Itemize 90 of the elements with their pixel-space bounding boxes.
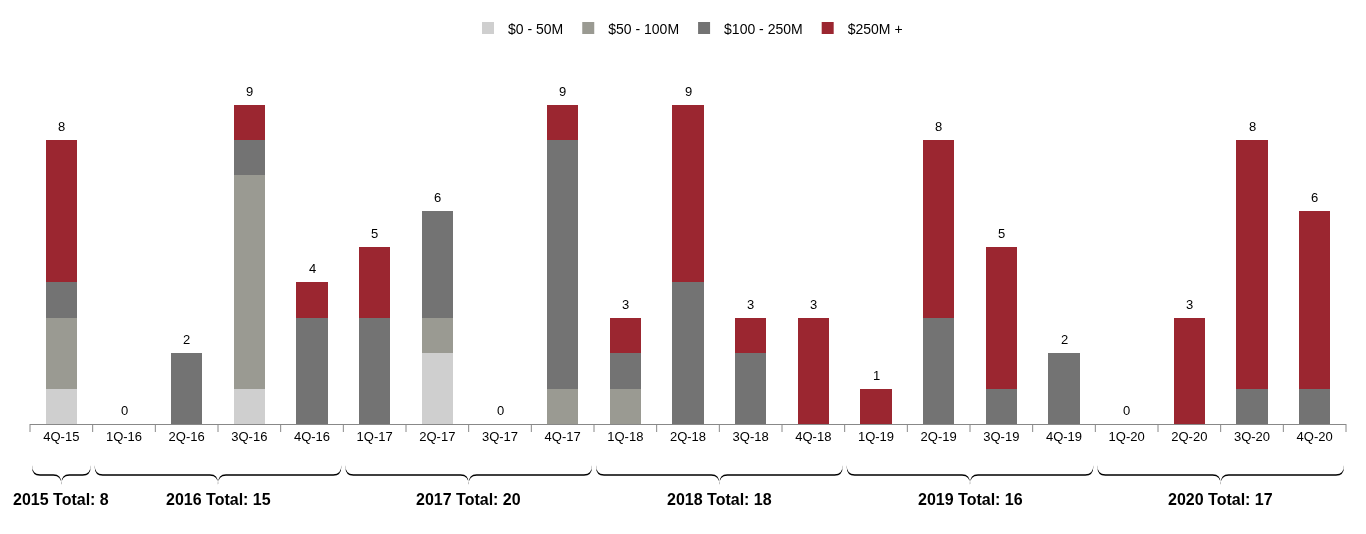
bar (233, 388, 265, 424)
bar (1299, 388, 1331, 424)
bar (296, 282, 328, 318)
bar (296, 317, 328, 424)
x-tick-label: 2Q-19 (920, 428, 957, 444)
bar (1236, 140, 1268, 389)
bar (609, 317, 641, 354)
x-tick-label: 2Q-17 (419, 428, 456, 444)
x-tick-label: 1Q-20 (1108, 428, 1145, 444)
annotation: 2 (1061, 332, 1069, 347)
bar (1299, 210, 1331, 389)
bar (45, 140, 77, 283)
text: 2019 Total: 16 (918, 491, 1023, 508)
bar (609, 388, 641, 424)
bar (1173, 317, 1205, 424)
x-tick-label: 1Q-17 (356, 428, 393, 444)
bar (421, 317, 453, 354)
x-tick-label: 1Q-18 (607, 428, 644, 444)
bar (45, 388, 77, 424)
x-tick-label: 4Q-16 (293, 428, 331, 444)
bar (1236, 388, 1268, 424)
bar (233, 175, 265, 389)
annotation: 9 (559, 84, 567, 99)
x-tick-label: 4Q-19 (1045, 428, 1083, 444)
text: 2020 Total: 17 (1168, 491, 1273, 508)
bar (735, 317, 767, 354)
bar (735, 353, 767, 424)
legend-label: $0 - 50M (508, 20, 564, 37)
annotation: 6 (1311, 190, 1319, 205)
text: 2018 Total: 18 (667, 491, 772, 508)
bar (171, 353, 203, 424)
annotation: 8 (58, 119, 66, 134)
x-tick-label: 4Q-15 (43, 428, 80, 444)
bar (233, 104, 265, 141)
legend-label: $250M + (847, 20, 903, 37)
bar (547, 388, 579, 424)
text: 2016 Total: 15 (166, 491, 271, 508)
annotation: 5 (371, 226, 379, 241)
bar (421, 211, 453, 318)
bar (421, 353, 453, 424)
x-tick-label: 4Q-17 (544, 428, 581, 444)
x-tick-label: 4Q-18 (795, 428, 832, 444)
x-tick-label: 3Q-16 (231, 428, 268, 444)
x-tick-label: 4Q-20 (1296, 428, 1333, 444)
bar (359, 317, 391, 424)
x-tick-label: 1Q-19 (857, 428, 895, 444)
bar (547, 104, 579, 141)
x-tick-label: 2Q-18 (669, 428, 707, 444)
bar (860, 388, 892, 424)
bar (359, 246, 391, 318)
bar (672, 104, 704, 283)
annotation: 4 (309, 261, 317, 276)
annotation: 3 (1186, 297, 1194, 312)
x-tick-label: 1Q-16 (105, 428, 143, 444)
bar (985, 388, 1017, 424)
text: 2017 Total: 20 (416, 491, 521, 508)
x-tick-label: 2Q-16 (168, 428, 205, 444)
annotation: 0 (497, 403, 505, 418)
annotation: 9 (685, 84, 693, 99)
x-tick-label: 3Q-20 (1233, 428, 1271, 444)
bar (797, 317, 829, 424)
x-tick-label: 3Q-19 (983, 428, 1020, 444)
bar (923, 140, 955, 318)
bar (1048, 353, 1080, 424)
annotation: 8 (1249, 119, 1257, 134)
x-tick-label: 3Q-18 (732, 428, 769, 444)
annotation: 0 (1123, 403, 1131, 418)
bar (609, 353, 641, 389)
annotation: 3 (810, 297, 818, 312)
annotation: 6 (434, 190, 442, 205)
bar (233, 140, 265, 176)
text: 2015 Total: 8 (13, 491, 109, 508)
annotation: 1 (873, 368, 881, 383)
bar (45, 282, 77, 318)
legend-label: $50 - 100M (608, 20, 680, 37)
annotation: 2 (183, 332, 191, 347)
bar (985, 246, 1017, 389)
bar (547, 140, 579, 389)
annotation: 5 (998, 226, 1006, 241)
annotation: 3 (622, 297, 630, 312)
annotation: 9 (246, 84, 254, 99)
annotation: 3 (747, 297, 755, 312)
bar (672, 282, 704, 424)
annotation: 8 (935, 119, 943, 134)
legend-label: $100 - 250M (724, 20, 803, 37)
x-tick-label: 2Q-20 (1171, 428, 1208, 444)
bar (923, 317, 955, 424)
bar (45, 317, 77, 389)
annotation: 0 (121, 403, 129, 418)
x-tick-label: 3Q-17 (481, 428, 519, 444)
